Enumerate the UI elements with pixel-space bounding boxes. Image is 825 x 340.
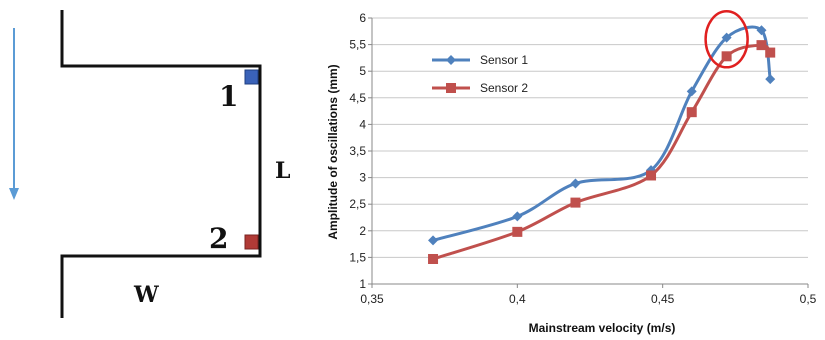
- series-2-point: [765, 47, 776, 58]
- highlight-layer: [704, 10, 749, 69]
- y-tick-label: 1: [359, 277, 366, 291]
- x-tick-label: 0,35: [360, 292, 384, 306]
- sensor-2-marker: [244, 234, 259, 250]
- series-2-point: [512, 226, 523, 237]
- length-label: L: [275, 158, 290, 184]
- channel-upper-wall: [60, 10, 262, 318]
- series-2: [428, 40, 776, 264]
- series-1-point: [686, 86, 697, 97]
- y-tick-label: 6: [359, 11, 366, 25]
- y-tick-label: 3: [359, 171, 366, 185]
- y-tick-label: 4,5: [349, 91, 366, 105]
- series-2-point: [756, 40, 767, 51]
- flow-arrow-head: [9, 188, 19, 200]
- sensor-2-label: 2: [209, 222, 228, 255]
- series-1: [428, 25, 776, 246]
- series-layer: [428, 25, 776, 264]
- y-tick-label: 4: [359, 117, 366, 131]
- gridlines: [372, 17, 808, 258]
- y-tick-label: 5: [359, 64, 366, 78]
- y-tick-label: 1,5: [349, 250, 366, 264]
- series-2-point: [721, 51, 732, 62]
- highlight-ellipse: [704, 10, 749, 69]
- x-tick-labels: 0,35 0,4 0,45 0,5: [360, 292, 816, 306]
- series-1-point: [512, 211, 523, 222]
- x-tick-label: 0,4: [509, 292, 526, 306]
- y-tick-label: 2,5: [349, 197, 366, 211]
- series-1-point: [721, 32, 732, 43]
- legend-label-2: Sensor 2: [480, 81, 528, 95]
- x-tick-label: 0,45: [651, 292, 675, 306]
- series-2-point: [570, 197, 581, 208]
- y-tick-label: 5,5: [349, 38, 366, 52]
- series-1-point: [570, 178, 581, 189]
- series-1-point: [765, 74, 776, 85]
- series-2-point: [646, 170, 657, 181]
- sensor-1-marker: [244, 69, 259, 85]
- channel-schematic: 1 2 L W: [9, 10, 290, 318]
- series-1-point: [756, 25, 767, 36]
- y-tick-label: 2: [359, 224, 366, 238]
- series-1-point: [428, 235, 439, 246]
- y-tick-label: 3,5: [349, 144, 366, 158]
- y-axis-title: Amplitude of oscillations (mm): [326, 64, 340, 239]
- width-label: W: [133, 282, 159, 308]
- legend-marker-2: [446, 83, 456, 93]
- legend: Sensor 1 Sensor 2: [432, 53, 528, 95]
- x-axis-title: Mainstream velocity (m/s): [529, 321, 676, 335]
- sensor-1-label: 1: [219, 80, 238, 113]
- x-tick-label: 0,5: [800, 292, 817, 306]
- legend-marker-1: [446, 55, 456, 65]
- legend-label-1: Sensor 1: [480, 53, 528, 67]
- amplitude-chart: 1 1,5 2 2,5 3 3,5 4 4,5 5 5,5 6 0,35 0,4 0,45 0,5 Sen…: [326, 10, 817, 335]
- y-tick-labels: 1 1,5 2 2,5 3 3,5 4 4,5 5 5,5 6: [349, 11, 366, 291]
- series-2-point: [686, 107, 697, 118]
- axes: [368, 17, 809, 288]
- series-2-point: [428, 253, 439, 264]
